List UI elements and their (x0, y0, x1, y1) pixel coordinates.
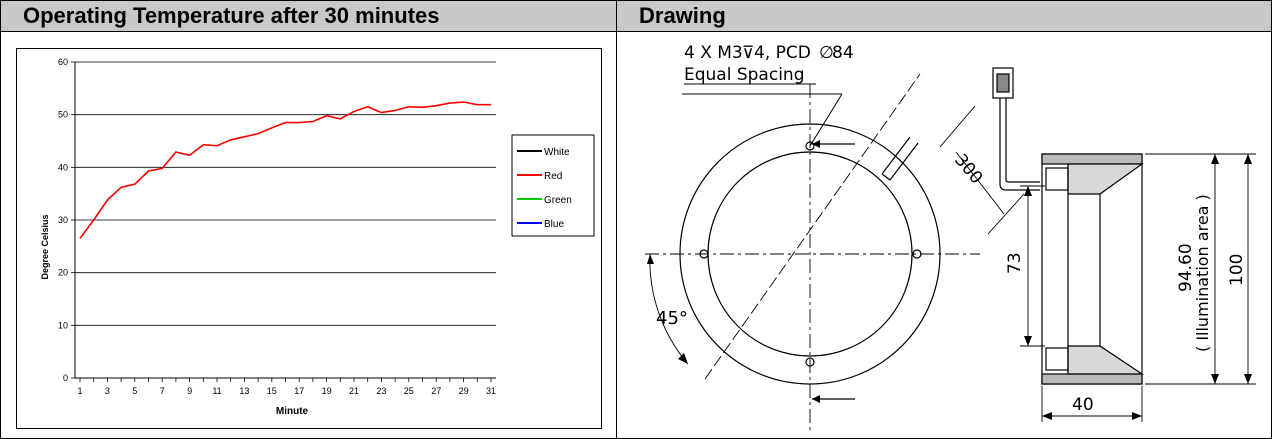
x-axis-label: Minute (276, 406, 309, 417)
x-tick-label: 5 (132, 386, 137, 396)
dimension-angle: 45° (656, 308, 688, 329)
led-bottom (1045, 347, 1069, 371)
dimension-width: 40 (1072, 395, 1094, 415)
x-tick-label: 19 (322, 386, 332, 396)
y-tick-label: 0 (63, 373, 68, 383)
cable-right-edge (1005, 98, 1040, 183)
y-tick-label: 60 (58, 57, 68, 67)
callout-diameter-symbol: ∅ (819, 43, 834, 63)
legend: White Red Green Blue (511, 134, 595, 237)
dimension-illumination-label: ( Illumination area ) (1193, 194, 1212, 352)
angle-arc (649, 253, 689, 365)
y-tick-label: 10 (58, 320, 68, 330)
series-lines (79, 101, 491, 239)
x-tick-label: 11 (212, 386, 221, 396)
x-tick-label: 9 (187, 386, 192, 396)
y-tick-label: 40 (58, 162, 68, 172)
axes (71, 61, 496, 382)
x-tick-label: 7 (160, 386, 165, 396)
side-view (939, 67, 1256, 422)
y-tick-labels: 0 10 20 30 40 50 60 (58, 57, 68, 383)
x-tick-label: 1 (77, 386, 82, 396)
cable-left-edge (999, 98, 1040, 191)
header-drawing: Drawing (616, 0, 1272, 32)
technical-drawing: 4 X M3 ⊽ 4, PCD ∅ 84 Equal Spacing 300 4… (645, 43, 1256, 434)
cable-stub (881, 136, 919, 181)
x-tick-label: 23 (376, 386, 386, 396)
x-tick-label: 3 (105, 386, 110, 396)
x-tick-label: 27 (431, 386, 441, 396)
callout-pcd-prefix: 4, PCD (754, 43, 811, 63)
y-tick-label: 20 (58, 268, 68, 278)
header-operating-temperature: Operating Temperature after 30 minutes (0, 0, 617, 32)
callout-pcd-value: 84 (832, 43, 854, 63)
legend-entry-white: White (544, 147, 570, 158)
callout-thread-prefix: 4 X M3 (684, 43, 743, 63)
x-tick-labels: 1 3 5 7 9 11 13 15 17 19 21 23 25 27 29 31 (77, 386, 496, 396)
dimension-outer-height: 100 (1227, 254, 1247, 286)
legend-entry-red: Red (544, 171, 562, 182)
x-tick-label: 31 (486, 386, 496, 396)
callout-leader (809, 93, 843, 147)
callout-equal-spacing: Equal Spacing (684, 65, 805, 85)
pcd-diagonal (704, 73, 921, 380)
legend-entry-blue: Blue (544, 219, 564, 230)
dimension-inner-height: 73 (1005, 252, 1025, 274)
y-axis-label: Degree Celsius (40, 214, 50, 279)
x-tick-label: 17 (294, 386, 304, 396)
led-top (1045, 167, 1069, 191)
series-line-red (79, 101, 491, 239)
legend-entry-green: Green (544, 195, 572, 206)
dimension-illumination-value: 94.60 (1176, 243, 1196, 292)
x-tick-label: 21 (349, 386, 359, 396)
x-tick-label: 29 (459, 386, 469, 396)
x-tick-label: 15 (267, 386, 277, 396)
x-tick-label: 13 (239, 386, 249, 396)
chart-frame (16, 48, 602, 429)
gridlines (75, 61, 496, 326)
y-tick-label: 30 (58, 215, 68, 225)
dimension-cable-length: 300 (950, 150, 986, 188)
x-tick-label: 25 (404, 386, 414, 396)
y-tick-label: 50 (58, 110, 68, 120)
callout-depth-symbol: ⊽ (742, 43, 754, 63)
